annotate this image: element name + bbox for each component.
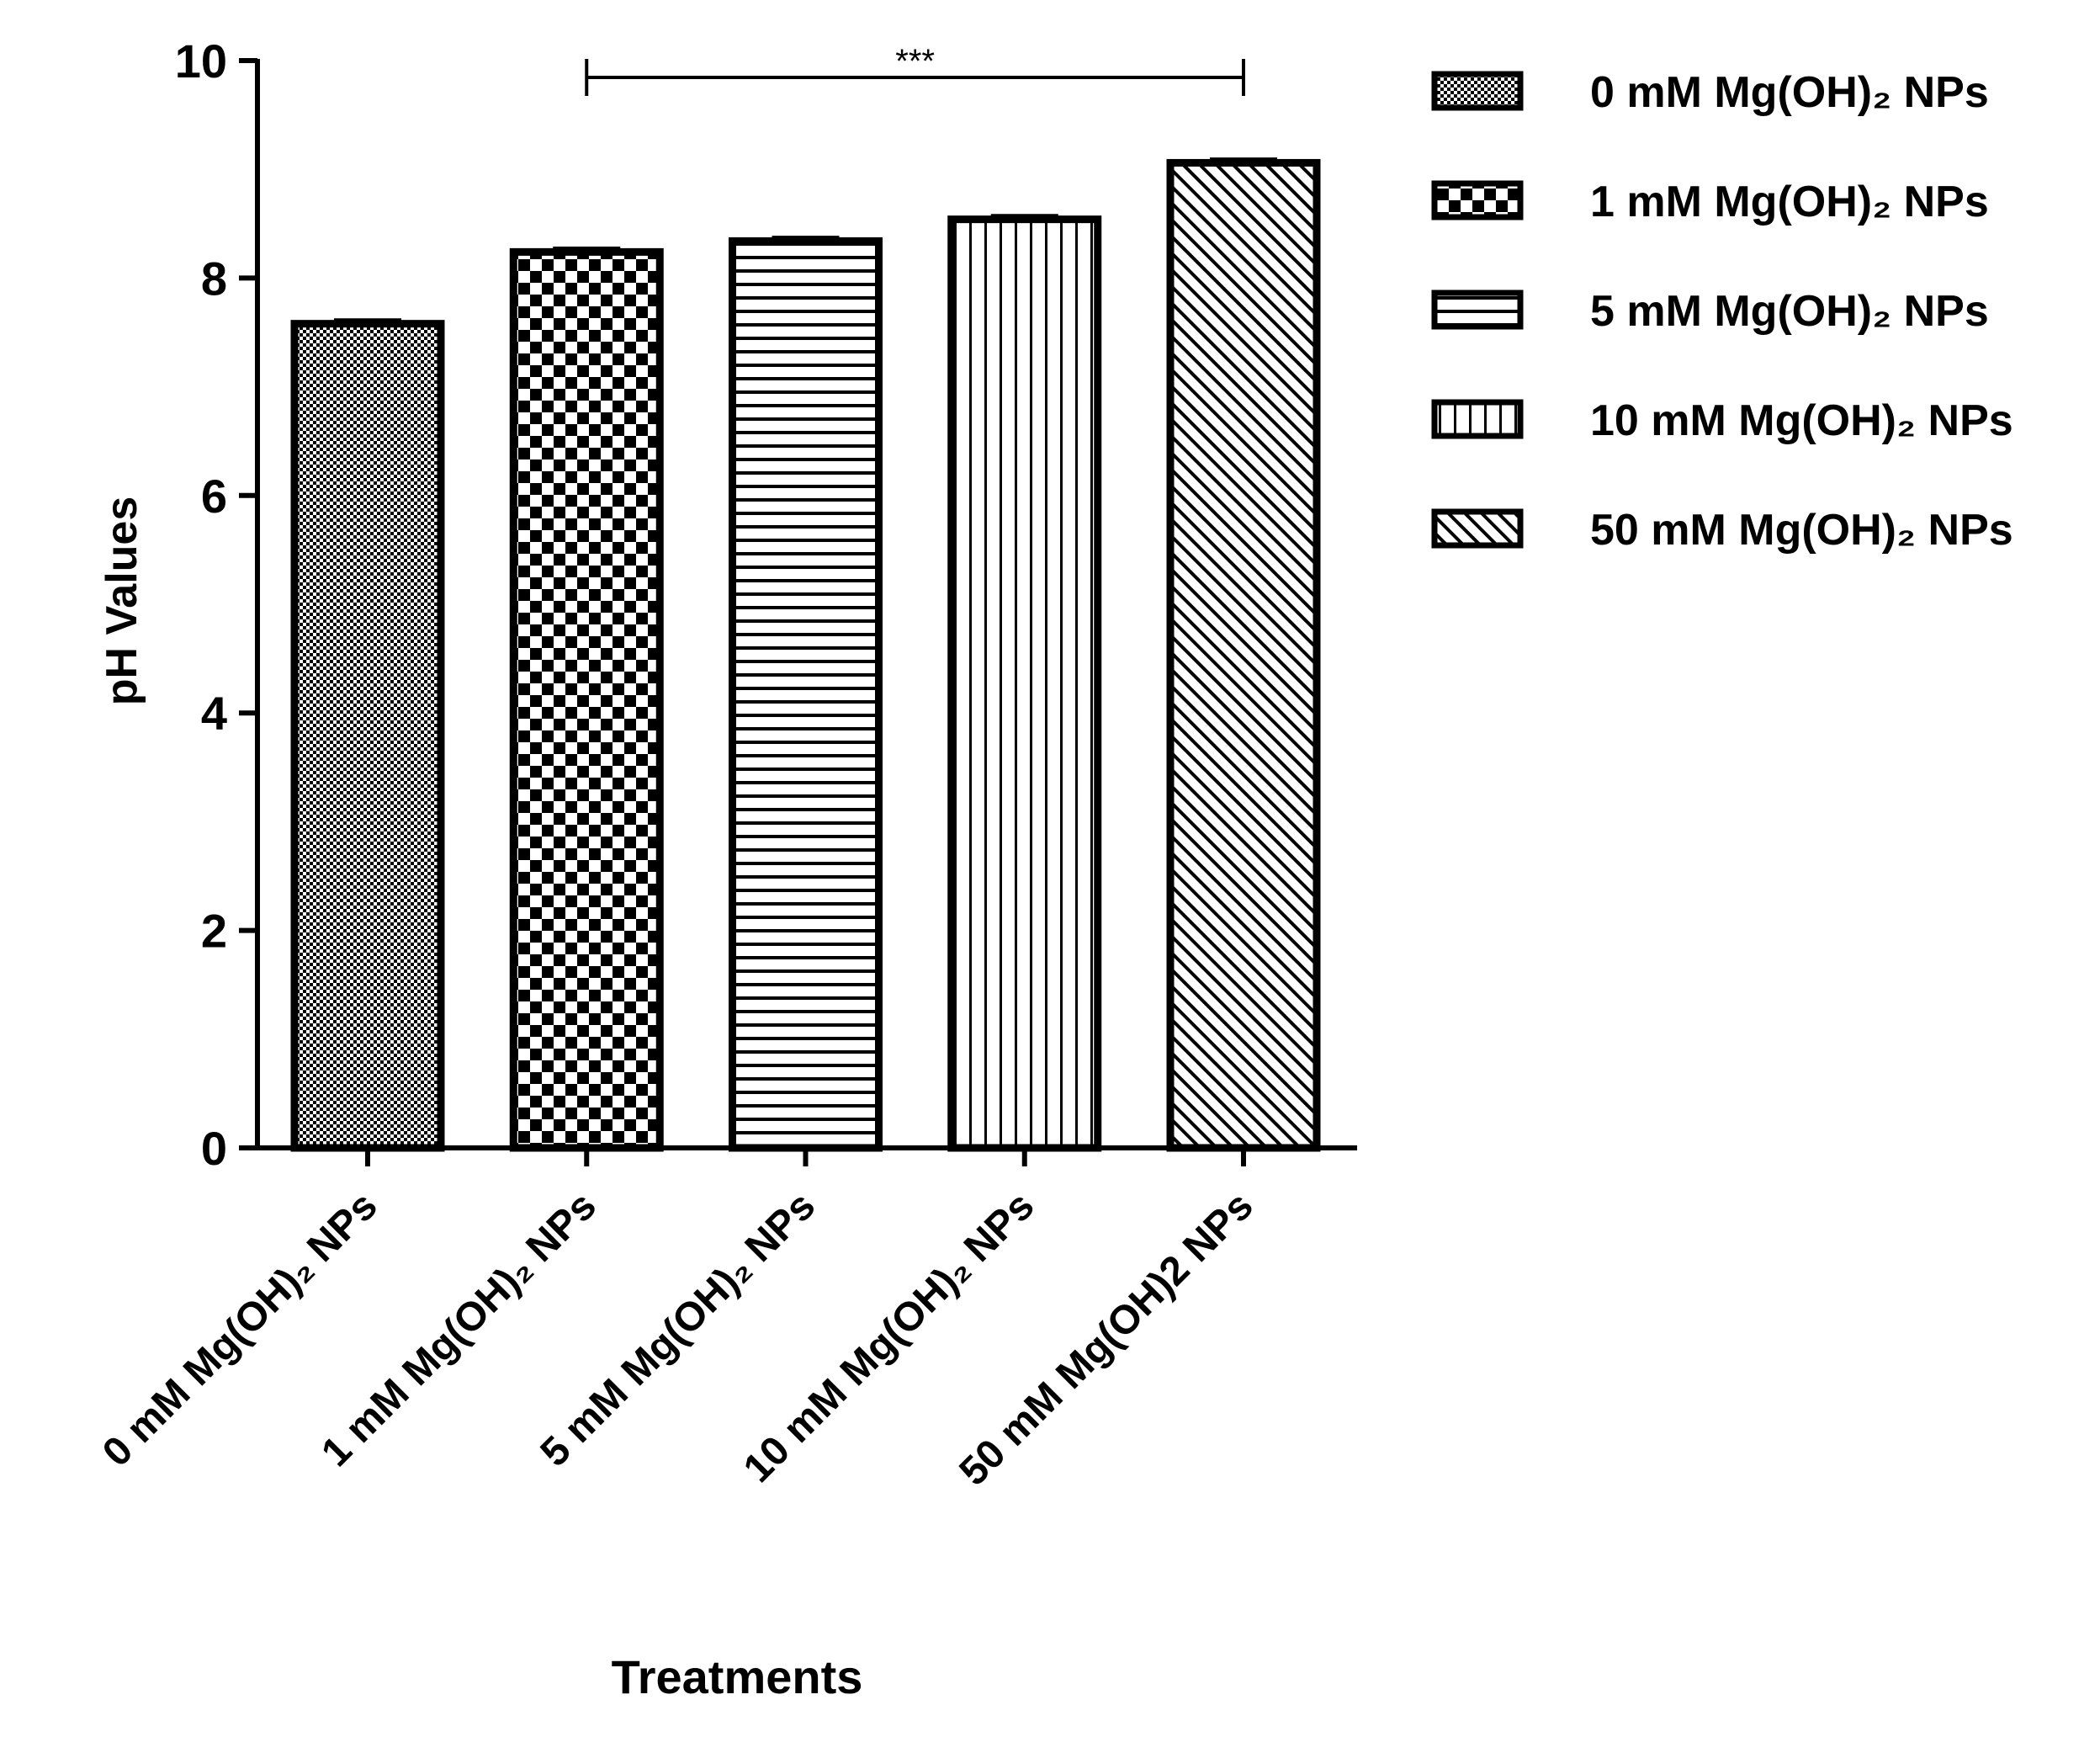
error-bars-layer [334, 157, 1277, 324]
bars-layer [290, 158, 1321, 1152]
axes-layer [239, 58, 1357, 1166]
legend-swatch-4 [1431, 508, 1524, 549]
legend-swatch-1 [1431, 180, 1524, 220]
legend-label: 1 mM Mg(OH)₂ NPs [1590, 178, 1989, 226]
y-tick-label: 2 [201, 905, 227, 958]
legend-swatch-3 [1431, 399, 1524, 439]
significance-bracket: *** [585, 43, 1245, 96]
legend-label: 10 mM Mg(OH)₂ NPs [1590, 396, 2013, 445]
y-axis-label: pH Values [98, 497, 146, 706]
x-axis-label: Treatments [612, 1650, 863, 1703]
y-tick-label: 4 [201, 687, 227, 740]
y-tick-label: 10 [175, 35, 227, 88]
bar-1 [509, 247, 664, 1152]
bar-0 [290, 320, 445, 1152]
significance-label: *** [895, 43, 935, 80]
legend-swatch-2 [1431, 290, 1524, 330]
y-tick-label: 0 [201, 1122, 227, 1175]
legend-label: 5 mM Mg(OH)₂ NPs [1590, 287, 1989, 336]
legend-label: 50 mM Mg(OH)₂ NPs [1590, 506, 2013, 555]
bar-3 [947, 215, 1102, 1152]
y-tick-label: 6 [201, 470, 227, 523]
bar-4 [1166, 158, 1321, 1152]
legend: 0 mM Mg(OH)₂ NPs 1 mM Mg(OH)₂ NPs 5 mM Mg(… [1431, 68, 2013, 555]
bar-2 [729, 236, 883, 1152]
legend-swatch-0 [1431, 71, 1524, 111]
y-tick-labels: 0 2 4 6 8 10 [175, 35, 227, 1175]
legend-label: 0 mM Mg(OH)₂ NPs [1590, 68, 1989, 117]
y-tick-label: 8 [201, 252, 227, 305]
